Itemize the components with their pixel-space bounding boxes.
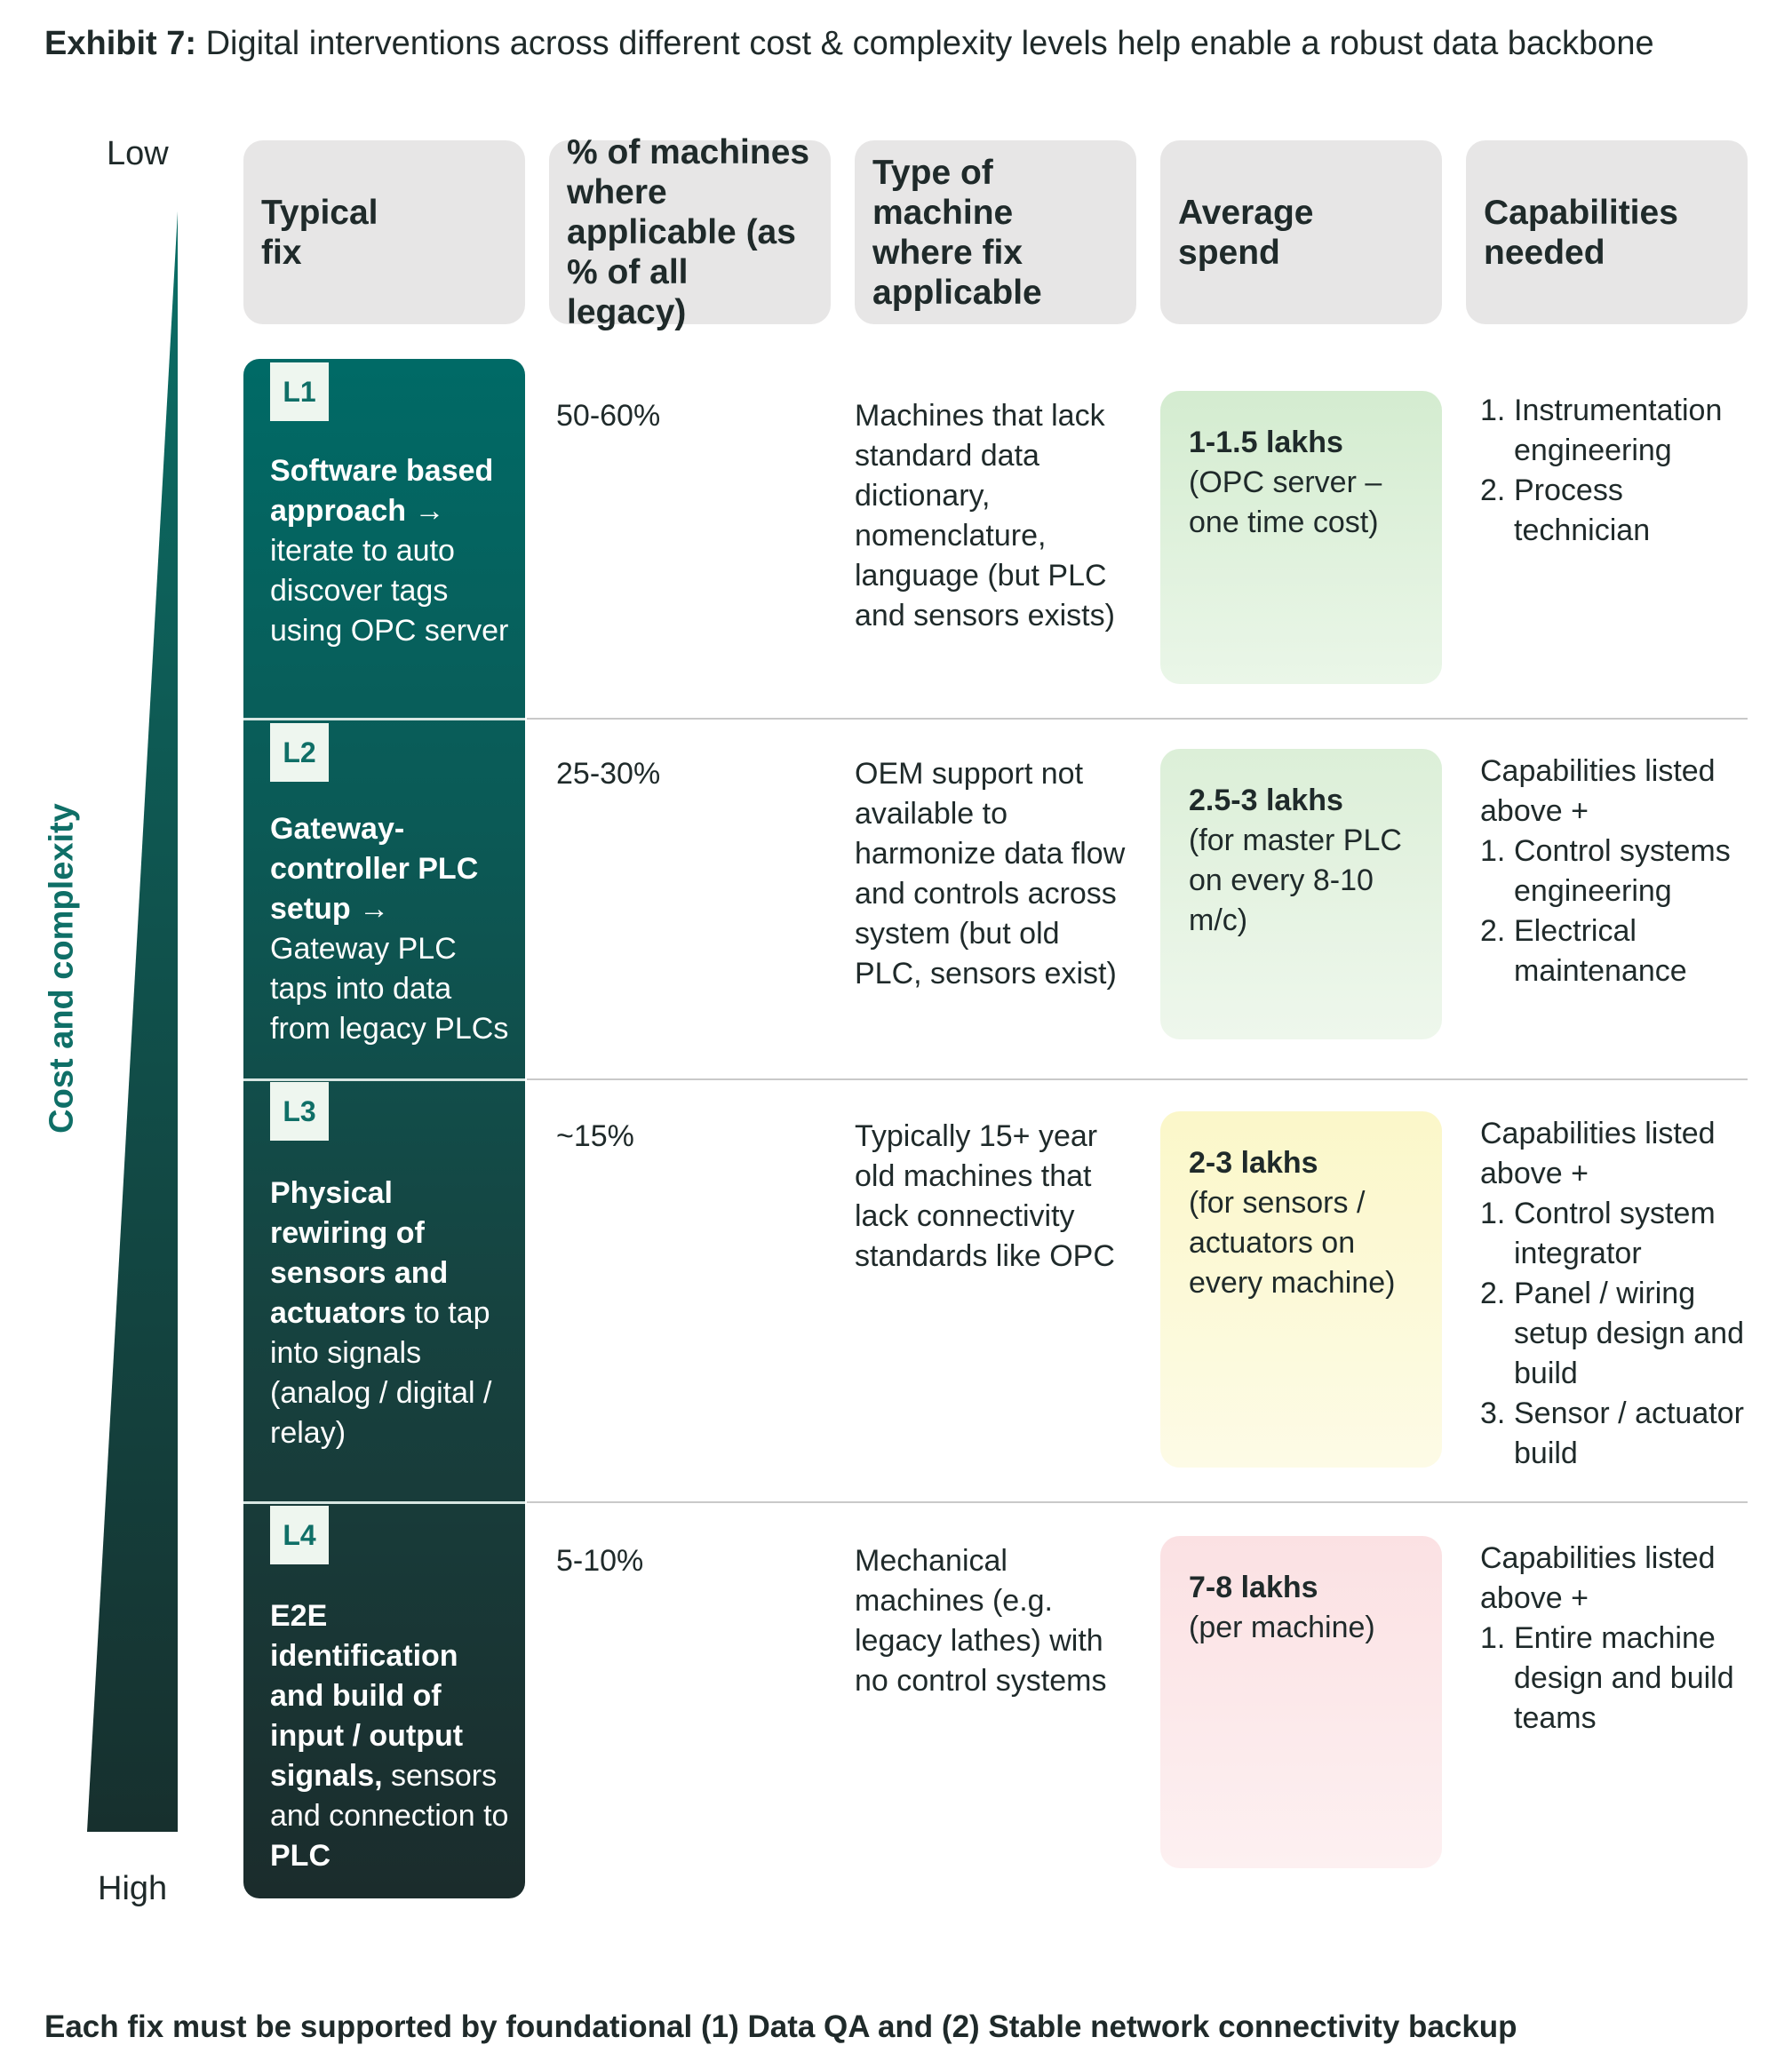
spend-amount: 7-8 lakhs [1189,1571,1318,1604]
fix-title: Software based approach → [270,454,494,528]
header-pct-machines: % of machines where applicable (as % of … [549,133,831,331]
capability-item: 1. Control system integrator [1480,1197,1716,1270]
spend-note: (for master PLC on every 8-10 m/c) [1189,824,1402,937]
fix-divider [243,718,525,720]
capability-item: 2. Process technician [1480,473,1651,547]
fix-description: sensors and connection to [270,1759,509,1833]
fix-cell-l1: L1 Software based approach → iterate to … [243,359,525,718]
fix-cell-l3: L3 Physical rewiring of sensors and actu… [243,1081,525,1501]
capabilities-cell-l4: Capabilities listed above + 1. Entire mac… [1480,1539,1764,1739]
fix-divider [243,1078,525,1081]
level-badge: L1 [270,362,329,421]
header-capabilities: Capabilities needed [1466,140,1748,324]
row-divider [527,1501,1748,1503]
fix-title: E2E identification and build of input / … [270,1599,464,1793]
capabilities-intro: Capabilities listed above + [1480,754,1716,828]
capability-item: 1. Entire machine design and build teams [1480,1621,1734,1735]
fix-description: iterate to auto discover tags using OPC … [270,534,509,648]
footer-note: Each fix must be supported by foundation… [44,2009,1517,2044]
fix-title: Physical rewiring of sensors and actuato… [270,1176,449,1330]
capabilities-intro: Capabilities listed above + [1480,1541,1716,1615]
fix-title-tail: PLC [270,1839,331,1873]
cost-complexity-wedge [87,211,178,1832]
header-machine-type: Type of machine where fix applicable [855,140,1136,324]
level-badge: L3 [270,1082,329,1141]
pct-cell-l4: 5-10% [556,1544,644,1578]
fix-cell-l4: L4 E2E identification and build of input… [243,1504,525,1898]
spend-cell-l3: 2-3 lakhs (for sensors / actuators on ev… [1160,1111,1442,1468]
machine-type-cell-l4: Mechanical machines (e.g. legacy lathes)… [855,1544,1107,1698]
scale-low-label: Low [107,135,169,172]
machine-type-cell-l2: OEM support not available to harmonize d… [855,757,1126,991]
exhibit-title-text: Digital interventions across different c… [205,25,1654,62]
exhibit-title-prefix: Exhibit 7: [44,25,197,62]
spend-cell-l4: 7-8 lakhs (per machine) [1160,1536,1442,1868]
spend-note: (for sensors / actuators on every machin… [1189,1186,1396,1300]
machine-type-cell-l3: Typically 15+ year old machines that lac… [855,1119,1115,1273]
spend-cell-l2: 2.5-3 lakhs (for master PLC on every 8-1… [1160,749,1442,1039]
exhibit-title: Exhibit 7: Digital interventions across … [44,25,1654,63]
header-typical-fix: Typical fix [243,140,525,324]
spend-note: (per machine) [1189,1611,1375,1644]
fix-title: Gateway-controller PLC setup → [270,812,479,926]
row-divider [527,1078,1748,1080]
capabilities-cell-l1: 1. Instrumentation engineering 2. Process … [1480,391,1764,551]
level-badge: L2 [270,723,329,782]
capability-item: 2. Electrical maintenance [1480,914,1687,988]
capabilities-intro: Capabilities listed above + [1480,1117,1716,1190]
scale-high-label: High [98,1870,168,1907]
capability-item: 1. Control systems engineering [1480,834,1731,908]
row-divider [527,718,1748,720]
capability-item: 3. Sensor / actuator build [1480,1396,1744,1470]
spend-note: (OPC server – one time cost) [1189,465,1382,539]
capability-item: 1. Instrumentation engineering [1480,394,1723,467]
machine-type-cell-l1: Machines that lack standard data diction… [855,399,1115,633]
fix-description: to tap into signals (analog / digital / … [270,1296,492,1450]
pct-cell-l2: 25-30% [556,757,661,791]
fix-divider [243,1501,525,1504]
spend-amount: 2-3 lakhs [1189,1146,1318,1180]
capabilities-cell-l3: Capabilities listed above + 1. Control sy… [1480,1114,1764,1474]
capabilities-cell-l2: Capabilities listed above + 1. Control sy… [1480,752,1764,991]
spend-amount: 2.5-3 lakhs [1189,784,1343,817]
fix-description: Gateway PLC taps into data from legacy P… [270,932,509,1046]
pct-cell-l1: 50-60% [556,399,661,433]
spend-amount: 1-1.5 lakhs [1189,426,1343,459]
spend-cell-l1: 1-1.5 lakhs (OPC server – one time cost) [1160,391,1442,684]
header-average-spend: Average spend [1160,140,1442,324]
level-badge: L4 [270,1506,329,1564]
fix-cell-l2: L2 Gateway-controller PLC setup → Gatewa… [243,720,525,1078]
pct-cell-l3: ~15% [556,1119,634,1153]
capability-item: 2. Panel / wiring setup design and build [1480,1277,1744,1390]
